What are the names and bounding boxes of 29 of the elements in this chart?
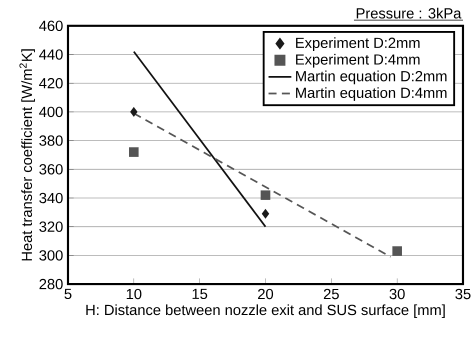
- y-axis-title: Heat transfer coefficient [W/m$^{2}$K]: [19, 49, 35, 260]
- x-tick-label: 30: [390, 288, 405, 300]
- y-tick-label: 400: [39, 106, 63, 118]
- text: Pressure : 3kPa: [356, 8, 462, 19]
- y-tick-label: 280: [40, 278, 63, 290]
- y-tick-label: 360: [39, 164, 63, 175]
- y-tick-label: 460: [39, 20, 63, 32]
- legend-label: Experiment D:4mm: [296, 54, 420, 68]
- legend-label: Experiment D:2mm: [296, 37, 420, 51]
- y-tick-label: 380: [39, 135, 63, 146]
- x-tick-label: 35: [455, 288, 471, 300]
- point: [130, 107, 138, 117]
- x-tick-label: 25: [324, 288, 339, 300]
- y-tick-label: 420: [39, 78, 63, 88]
- point: [260, 190, 270, 200]
- x-tick-label: 5: [64, 288, 72, 300]
- x-tick-label: 20: [258, 288, 274, 300]
- point: [129, 147, 139, 157]
- x-tick-label: 10: [126, 288, 142, 300]
- legend-label: Martin equation D:4mm: [296, 87, 446, 101]
- y-tick-label: 340: [39, 192, 63, 204]
- point: [262, 209, 270, 219]
- point: [392, 246, 402, 256]
- legend-label: Martin equation D:2mm: [296, 70, 446, 84]
- y-tick-label: 320: [39, 222, 63, 232]
- y-tick-label: 440: [39, 49, 63, 60]
- y-tick-label: 300: [39, 250, 63, 261]
- x-axis-title: H: Distance between nozzle exit and SUS surface [mm]: [86, 304, 445, 318]
- x-tick-label: 15: [192, 288, 208, 300]
